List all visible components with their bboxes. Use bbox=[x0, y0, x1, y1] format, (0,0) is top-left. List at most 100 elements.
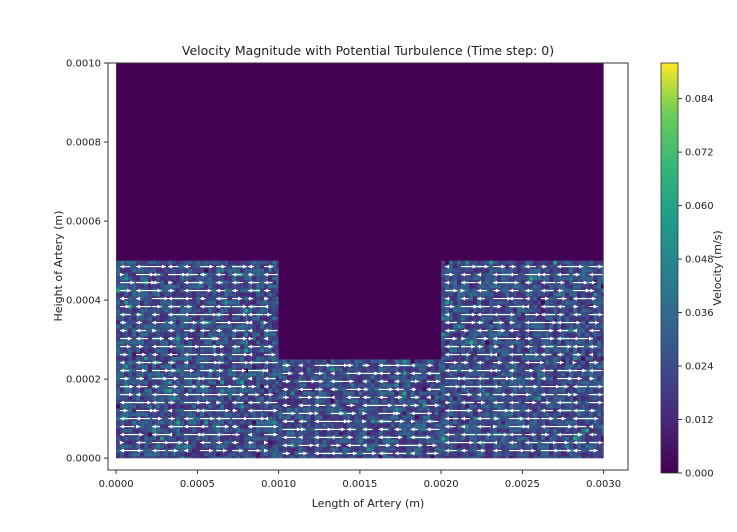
flow-cell bbox=[485, 444, 490, 449]
flow-cell bbox=[240, 288, 245, 293]
flow-cell bbox=[457, 284, 462, 289]
flow-cell bbox=[310, 415, 315, 420]
flow-cell bbox=[228, 396, 233, 401]
flow-cell bbox=[322, 431, 327, 436]
flow-cell bbox=[124, 404, 129, 409]
flow-cell bbox=[116, 344, 121, 349]
flow-cell bbox=[268, 420, 273, 425]
flow-cell bbox=[192, 296, 197, 301]
flow-cell bbox=[196, 436, 201, 441]
flow-cell bbox=[322, 367, 327, 372]
flow-cell bbox=[140, 300, 145, 305]
flow-cell bbox=[306, 451, 311, 456]
flow-cell bbox=[374, 411, 379, 416]
flow-cell bbox=[200, 260, 205, 265]
flow-cell bbox=[513, 380, 518, 385]
flow-cell bbox=[338, 407, 343, 412]
flow-cell bbox=[569, 420, 574, 425]
flow-cell bbox=[569, 440, 574, 445]
flow-cell bbox=[422, 395, 427, 400]
flow-cell bbox=[188, 268, 193, 273]
flow-cell bbox=[200, 396, 205, 401]
flow-cell bbox=[268, 368, 273, 373]
flow-cell bbox=[358, 415, 363, 420]
flow-cell bbox=[252, 364, 257, 369]
flow-cell bbox=[469, 424, 474, 429]
flow-cell bbox=[212, 284, 217, 289]
flow-cell bbox=[326, 371, 331, 376]
flow-cell bbox=[132, 336, 137, 341]
flow-cell bbox=[541, 404, 546, 409]
flow-cell bbox=[196, 268, 201, 273]
flow-cell bbox=[140, 320, 145, 325]
flow-cell bbox=[268, 372, 273, 377]
flow-cell bbox=[276, 296, 279, 301]
flow-cell bbox=[557, 300, 562, 305]
flow-cell bbox=[176, 396, 181, 401]
flow-cell bbox=[212, 276, 217, 281]
flow-cell bbox=[236, 376, 241, 381]
flow-cell bbox=[489, 288, 494, 293]
flow-cell bbox=[493, 284, 498, 289]
flow-cell bbox=[240, 424, 245, 429]
flow-cell bbox=[521, 400, 526, 405]
flow-cell bbox=[525, 276, 530, 281]
flow-cell bbox=[366, 415, 371, 420]
flow-cell bbox=[545, 284, 550, 289]
flow-cell bbox=[310, 455, 315, 459]
flow-cell bbox=[561, 388, 566, 393]
flow-cell bbox=[589, 324, 594, 329]
flow-cell bbox=[521, 444, 526, 449]
flow-cell bbox=[414, 375, 419, 380]
flow-cell bbox=[402, 427, 407, 432]
flow-cell bbox=[252, 456, 257, 459]
flow-cell bbox=[204, 404, 209, 409]
flow-cell bbox=[445, 420, 450, 425]
flow-cell bbox=[168, 324, 173, 329]
flow-cell bbox=[168, 260, 173, 265]
flow-cell bbox=[601, 372, 604, 377]
flow-cell bbox=[445, 436, 450, 441]
flow-cell bbox=[438, 435, 442, 440]
flow-cell bbox=[132, 324, 137, 329]
flow-cell bbox=[581, 432, 586, 437]
flow-cell bbox=[128, 272, 133, 277]
flow-cell bbox=[252, 388, 257, 393]
flow-cell bbox=[597, 324, 602, 329]
flow-cell bbox=[481, 276, 486, 281]
flow-cell bbox=[180, 280, 185, 285]
flow-cell bbox=[406, 403, 411, 408]
flow-cell bbox=[294, 403, 299, 408]
flow-cell bbox=[302, 435, 307, 440]
flow-cell bbox=[497, 260, 502, 265]
flow-cell bbox=[334, 395, 339, 400]
flow-cell bbox=[521, 364, 526, 369]
flow-cell bbox=[561, 420, 566, 425]
flow-cell bbox=[168, 428, 173, 433]
flow-cell bbox=[414, 423, 419, 428]
flow-cell bbox=[449, 280, 454, 285]
flow-cell bbox=[581, 352, 586, 357]
flow-cell bbox=[338, 367, 343, 372]
flow-cell bbox=[164, 428, 169, 433]
flow-cell bbox=[184, 364, 189, 369]
flow-cell bbox=[406, 451, 411, 456]
flow-cell bbox=[461, 324, 466, 329]
flow-cell bbox=[164, 420, 169, 425]
flow-cell bbox=[310, 371, 315, 376]
flow-cell bbox=[318, 415, 323, 420]
flow-cell bbox=[236, 340, 241, 345]
flow-cell bbox=[453, 348, 458, 353]
flow-cell bbox=[244, 280, 249, 285]
flow-cell bbox=[124, 412, 129, 417]
flow-cell bbox=[537, 280, 542, 285]
flow-cell bbox=[216, 268, 221, 273]
flow-cell bbox=[445, 324, 450, 329]
flow-cell bbox=[593, 376, 598, 381]
flow-cell bbox=[549, 292, 554, 297]
flow-cell bbox=[565, 356, 570, 361]
flow-cell bbox=[441, 340, 446, 345]
flow-cell bbox=[521, 372, 526, 377]
flow-cell bbox=[136, 316, 141, 321]
flow-cell bbox=[164, 316, 169, 321]
